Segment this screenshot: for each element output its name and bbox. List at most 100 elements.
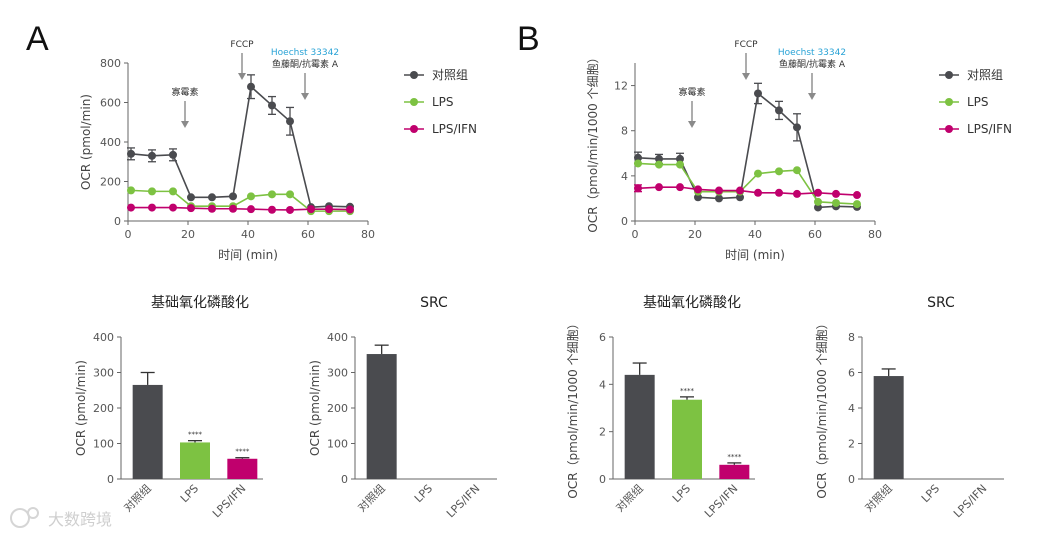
y-tick-label: 0 bbox=[621, 215, 628, 228]
data-point bbox=[655, 154, 663, 163]
data-point bbox=[346, 205, 354, 214]
y-tick-label: 0 bbox=[114, 215, 121, 228]
series-line-0 bbox=[637, 91, 858, 209]
series-line-1 bbox=[637, 162, 858, 205]
annotation-fccp: FCCP bbox=[734, 40, 758, 50]
bar bbox=[719, 464, 750, 479]
data-point bbox=[655, 183, 663, 192]
y-tick-label: 100 bbox=[327, 438, 348, 451]
x-tick-label: 80 bbox=[868, 228, 882, 241]
data-point bbox=[832, 189, 840, 198]
x-tick-label: LPS/IFN bbox=[951, 482, 989, 520]
data-point bbox=[793, 166, 801, 175]
watermark-text: 大数跨境 bbox=[48, 510, 112, 529]
y-tick-label: 2 bbox=[599, 426, 606, 439]
data-point bbox=[814, 203, 822, 212]
data-point bbox=[676, 154, 684, 163]
data-point bbox=[325, 205, 333, 214]
y-axis-title: OCR（pmol/min/1000 个细胞） bbox=[566, 317, 580, 498]
data-point bbox=[793, 189, 801, 198]
data-point bbox=[247, 205, 255, 214]
bar-chart-B-basal: 基础氧化磷酸化 0 2 4 6 OCR（pmol/min/1000 个细胞） 对照组 ****… bbox=[566, 294, 755, 520]
data-point bbox=[268, 101, 276, 110]
y-tick-label: 400 bbox=[327, 331, 348, 344]
bar bbox=[227, 458, 258, 479]
significance-label: **** bbox=[188, 431, 203, 439]
x-tick-label: 60 bbox=[808, 228, 822, 241]
bar-chart-A-src: SRC 0 100 200 300 400 OCR (pmol/min) 对照组 LPS LPS/… bbox=[308, 295, 497, 520]
y-tick-label: 100 bbox=[93, 438, 114, 451]
x-tick-label: 20 bbox=[181, 228, 195, 241]
data-point bbox=[247, 192, 255, 201]
data-point bbox=[814, 197, 822, 206]
annotation-rotenone: 鱼藤酮/抗霉素 A bbox=[779, 58, 846, 70]
data-point bbox=[775, 167, 783, 176]
y-tick-label: 400 bbox=[100, 136, 121, 149]
annotation-rotenone: 鱼藤酮/抗霉素 A bbox=[272, 58, 339, 70]
y-axis-title: OCR（pmol/min/1000 个细胞） bbox=[815, 317, 829, 498]
injection-arrowhead-fccp bbox=[238, 73, 246, 80]
data-point bbox=[715, 194, 723, 203]
significance-label: **** bbox=[727, 453, 742, 461]
annotation-oligomycin: 寡霉素 bbox=[678, 86, 705, 98]
y-axis-title: OCR (pmol/min) bbox=[74, 360, 88, 456]
y-tick-label: 200 bbox=[93, 402, 114, 415]
x-tick-label: LPS/IFN bbox=[210, 482, 248, 520]
data-point bbox=[187, 204, 195, 213]
data-point bbox=[832, 198, 840, 207]
bar bbox=[132, 384, 163, 479]
x-tick-label: 对照组 bbox=[862, 481, 895, 514]
chart-title: 基础氧化磷酸化 bbox=[643, 294, 741, 311]
data-point bbox=[736, 186, 744, 195]
annotation-fccp: FCCP bbox=[230, 40, 254, 50]
data-point bbox=[268, 205, 276, 214]
y-tick-label: 0 bbox=[848, 473, 855, 486]
x-axis-title: 时间 (min) bbox=[218, 248, 278, 262]
y-axis-title: OCR (pmol/min) bbox=[79, 94, 93, 190]
data-point bbox=[634, 153, 642, 162]
legend-label-lps_ifn: LPS/IFN bbox=[432, 122, 477, 136]
data-point bbox=[853, 191, 861, 200]
x-tick-label: 对照组 bbox=[613, 481, 646, 514]
watermark-logo-icon bbox=[10, 508, 30, 528]
data-point bbox=[775, 188, 783, 197]
chart-title: SRC bbox=[927, 295, 955, 311]
data-point bbox=[169, 150, 177, 159]
injection-arrowhead-fccp bbox=[742, 73, 750, 80]
y-tick-label: 400 bbox=[93, 331, 114, 344]
y-tick-label: 2 bbox=[848, 438, 855, 451]
y-tick-label: 8 bbox=[621, 125, 628, 138]
chart-title: SRC bbox=[420, 295, 448, 311]
data-point bbox=[634, 159, 642, 168]
y-tick-label: 300 bbox=[93, 367, 114, 380]
data-point bbox=[634, 184, 642, 193]
significance-label: **** bbox=[235, 448, 250, 456]
watermark-logo-icon-dot bbox=[27, 507, 39, 519]
y-axis-title: OCR（pmol/min/1000 个细胞） bbox=[586, 51, 600, 232]
injection-arrowhead-rotenone bbox=[808, 93, 816, 100]
data-point bbox=[286, 117, 294, 126]
data-point bbox=[694, 185, 702, 194]
x-tick-label: 80 bbox=[361, 228, 375, 241]
y-tick-label: 0 bbox=[599, 473, 606, 486]
series-line-0 bbox=[130, 85, 351, 209]
data-point bbox=[655, 160, 663, 169]
x-tick-label: 对照组 bbox=[355, 481, 388, 514]
data-point bbox=[229, 204, 237, 213]
x-tick-label: 对照组 bbox=[121, 481, 154, 514]
x-axis-title: 时间 (min) bbox=[725, 248, 785, 262]
data-point bbox=[229, 192, 237, 201]
data-point bbox=[148, 151, 156, 160]
x-tick-label: 0 bbox=[125, 228, 132, 241]
data-point bbox=[127, 203, 135, 212]
y-tick-label: 12 bbox=[614, 80, 628, 93]
x-tick-label: 20 bbox=[688, 228, 702, 241]
data-point bbox=[187, 193, 195, 202]
x-tick-label: 0 bbox=[632, 228, 639, 241]
bar bbox=[366, 354, 397, 479]
injection-arrowhead-rotenone bbox=[301, 93, 309, 100]
x-tick-label: LPS bbox=[670, 482, 693, 505]
annotation-hoechst: Hoechst 33342 bbox=[271, 48, 339, 58]
significance-label: **** bbox=[680, 387, 695, 395]
